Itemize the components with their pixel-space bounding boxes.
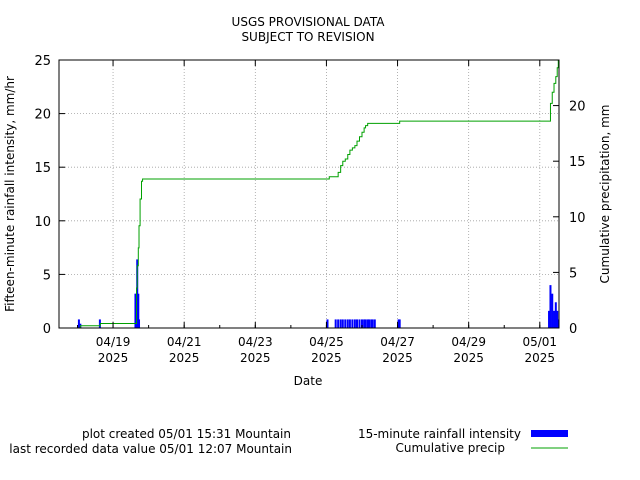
rainfall-bar <box>556 310 559 328</box>
rainfall-bar <box>371 319 374 328</box>
grid-lines <box>59 60 559 328</box>
x-tick-label-year: 2025 <box>98 351 129 365</box>
x-axis-label: Date <box>294 374 323 388</box>
rainfall-bar <box>334 319 337 328</box>
rainfall-bar <box>554 302 557 328</box>
y-right-tick-label: 20 <box>569 100 586 115</box>
rainfall-bar <box>136 259 139 328</box>
rainfall-bar <box>356 319 359 328</box>
y-left-tick-label: 5 <box>43 268 51 283</box>
x-tick-label-year: 2025 <box>311 351 342 365</box>
y-right-tick-label: 0 <box>569 322 577 337</box>
rainfall-bar <box>370 319 373 328</box>
rainfall-bar <box>337 319 340 328</box>
y-right-tick-label: 15 <box>569 155 586 170</box>
rainfall-bar <box>549 285 552 328</box>
x-tick-label-date: 04/23 <box>238 335 273 349</box>
rainfall-bar <box>346 319 349 328</box>
x-tick-label-year: 2025 <box>525 351 556 365</box>
x-tick-label-date: 04/25 <box>309 335 344 349</box>
y-axis-left-label: Fifteen-minute rainfall intensity, mm/hr <box>3 76 17 312</box>
y-left-tick-label: 0 <box>43 322 51 337</box>
rainfall-bar <box>364 319 367 328</box>
x-tick-label-year: 2025 <box>240 351 271 365</box>
rainfall-bar <box>397 319 400 328</box>
chart-title-line1: USGS PROVISIONAL DATA <box>232 15 386 29</box>
chart-title-line2: SUBJECT TO REVISION <box>241 30 374 44</box>
x-tick-label-year: 2025 <box>382 351 413 365</box>
x-tick-label-date: 04/21 <box>167 335 202 349</box>
rainfall-bar <box>366 319 369 328</box>
rainfall-bar <box>339 319 342 328</box>
x-tick-label-date: 04/29 <box>451 335 486 349</box>
rainfall-bar <box>551 293 554 328</box>
rainfall-bar <box>373 319 376 328</box>
rainfall-bars <box>77 259 560 328</box>
legend-label-cumulative: Cumulative precip <box>395 441 505 455</box>
rainfall-bar <box>363 319 366 328</box>
legend: 15-minute rainfall intensity Cumulative … <box>358 427 568 455</box>
rainfall-bar <box>348 319 351 328</box>
rainfall-bar <box>77 319 80 328</box>
rainfall-bar <box>341 319 344 328</box>
cumulative-precip-line <box>78 60 559 329</box>
rainfall-bar <box>557 319 560 328</box>
y-right-tick-label: 10 <box>569 211 586 226</box>
y-left-tick-label: 10 <box>34 215 51 230</box>
rainfall-bar <box>553 310 556 328</box>
rainfall-bar <box>134 293 137 328</box>
rainfall-bar <box>137 293 140 328</box>
x-tick-label-date: 04/27 <box>380 335 415 349</box>
rainfall-bar <box>398 319 401 328</box>
plot-created-text: plot created 05/01 15:31 Mountain <box>82 427 291 441</box>
cumulative-line <box>78 60 559 329</box>
x-tick-label-year: 2025 <box>453 351 484 365</box>
y-left-tick-label: 15 <box>34 161 51 176</box>
rainfall-bar <box>360 319 363 328</box>
rainfall-bar <box>138 319 141 328</box>
legend-label-intensity: 15-minute rainfall intensity <box>358 427 521 441</box>
last-recorded-text: last recorded data value 05/01 12:07 Mou… <box>9 442 292 456</box>
y-left-tick-label: 25 <box>34 54 51 69</box>
rainfall-bar <box>326 319 329 328</box>
rainfall-bar <box>344 319 347 328</box>
legend-swatch-intensity <box>531 430 568 437</box>
plot-frame <box>58 59 560 329</box>
rainfall-bar <box>368 319 371 328</box>
y-right-tick-label: 5 <box>569 266 577 281</box>
axis-ticks: 05101520250510152004/19202504/21202504/2… <box>34 54 585 365</box>
rainfall-bar <box>351 319 354 328</box>
rainfall-bar <box>353 319 356 328</box>
rainfall-bar <box>548 310 551 328</box>
x-tick-label-date: 04/19 <box>96 335 131 349</box>
x-tick-label-date: 05/01 <box>522 335 557 349</box>
x-tick-label-year: 2025 <box>169 351 200 365</box>
rainfall-bar <box>358 319 361 328</box>
y-axis-right-label: Cumulative precipitation, mm <box>598 105 612 284</box>
y-left-tick-label: 20 <box>34 108 51 123</box>
